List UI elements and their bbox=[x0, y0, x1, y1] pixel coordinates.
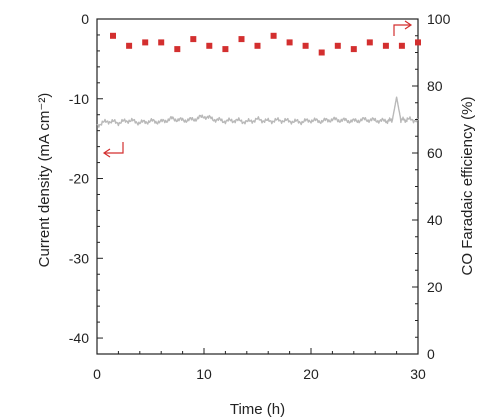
right-axis-arrowhead bbox=[404, 20, 413, 30]
fe-point bbox=[415, 39, 421, 46]
x-axis-ticks: 0 10 20 30 bbox=[93, 348, 426, 382]
y-left-tick-label: -20 bbox=[69, 171, 89, 187]
axis-indicator-arrows bbox=[102, 20, 413, 158]
y-left-tick-label: -30 bbox=[69, 250, 89, 266]
x-tick-label: 10 bbox=[196, 366, 212, 382]
fe-point bbox=[286, 39, 293, 46]
fe-point bbox=[334, 42, 341, 49]
y-right-tick-label: 100 bbox=[427, 11, 451, 27]
fe-point bbox=[254, 42, 261, 49]
y-right-axis-label: CO Faradaic efficiency (%) bbox=[459, 97, 476, 276]
y-right-tick-label: 60 bbox=[427, 145, 443, 161]
fe-point bbox=[382, 42, 389, 49]
fe-point bbox=[158, 39, 165, 46]
faradaic-efficiency-series bbox=[110, 32, 421, 56]
fe-point bbox=[174, 46, 181, 53]
right-axis-ticks: 0 20 40 60 80 100 bbox=[412, 11, 451, 362]
plot-frame bbox=[96, 18, 419, 355]
fe-point bbox=[126, 42, 133, 49]
right-axis-arrow bbox=[393, 24, 410, 36]
y-right-tick-label: 20 bbox=[427, 279, 443, 295]
fe-point bbox=[222, 46, 229, 53]
fe-point bbox=[142, 39, 149, 46]
current-density-series bbox=[96, 96, 419, 128]
fe-point bbox=[190, 36, 197, 43]
fe-point bbox=[206, 42, 213, 49]
fe-point bbox=[270, 32, 277, 39]
x-tick-label: 0 bbox=[93, 366, 101, 382]
left-axis-arrowhead bbox=[102, 148, 111, 158]
fe-point bbox=[318, 49, 325, 56]
y-left-tick-label: 0 bbox=[81, 11, 89, 27]
x-tick-label: 30 bbox=[410, 366, 426, 382]
fe-point bbox=[302, 42, 309, 49]
fe-point bbox=[238, 36, 245, 43]
x-tick-label: 20 bbox=[303, 366, 319, 382]
fe-point bbox=[366, 39, 373, 46]
left-axis-arrow bbox=[105, 142, 124, 154]
y-right-tick-label: 0 bbox=[427, 346, 435, 362]
current-density-line bbox=[96, 96, 419, 128]
y-left-tick-label: -10 bbox=[69, 91, 89, 107]
fe-point bbox=[350, 46, 357, 53]
x-axis-label: Time (h) bbox=[230, 401, 285, 418]
y-left-axis-label: Current density (mA cm⁻²) bbox=[36, 93, 53, 268]
left-axis-ticks: 0 -10 -20 -30 -40 bbox=[69, 11, 103, 346]
plot-border bbox=[96, 18, 419, 355]
fe-point bbox=[110, 32, 116, 39]
y-right-tick-label: 40 bbox=[427, 212, 443, 228]
y-right-tick-label: 80 bbox=[427, 78, 443, 94]
y-left-tick-label: -40 bbox=[69, 330, 89, 346]
fe-point bbox=[398, 42, 405, 49]
